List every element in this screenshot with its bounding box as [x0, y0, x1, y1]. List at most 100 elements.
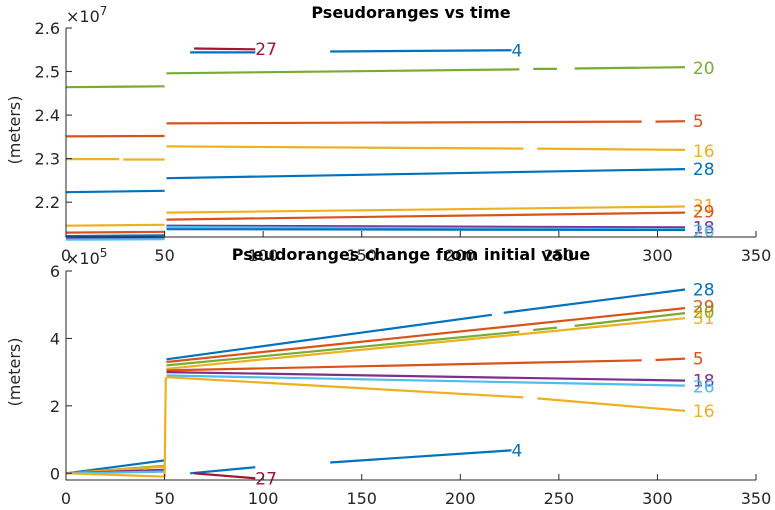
series-line-segment [65, 223, 165, 227]
axis-frame [65, 28, 756, 238]
series-4: 4 [190, 42, 522, 62]
y-exponent-label: ×105 [66, 246, 107, 268]
x-tick-label: 100 [248, 246, 279, 265]
x-tick-label: 350 [741, 489, 772, 508]
series-line-segment [65, 234, 165, 238]
series-5: 5 [65, 350, 704, 475]
series-label: 28 [693, 281, 715, 301]
series-line-segment [166, 374, 686, 387]
series-label: 29 [693, 297, 715, 317]
pseudoranges-change-plot: Pseudoranges change from initial value (… [5, 245, 771, 508]
series-20: 20 [65, 59, 715, 89]
x-tick-label: 200 [445, 246, 476, 265]
y-tick-label: 4 [50, 329, 60, 348]
series-4: 4 [190, 441, 522, 475]
y-tick-label: 2.6 [35, 19, 60, 38]
series-line-segment [166, 330, 520, 367]
series-line-segment [503, 288, 686, 314]
x-tick-label: 100 [248, 489, 279, 508]
series-18: 18 [65, 218, 715, 240]
series-unlabeled [65, 228, 686, 238]
series-label: 31 [693, 197, 715, 217]
series-line-segment [533, 326, 558, 332]
series-line-segment [65, 230, 165, 234]
x-tick-label: 250 [544, 489, 575, 508]
y-tick-label: 2 [50, 397, 60, 416]
series-27: 27 [194, 469, 277, 489]
pseudoranges-vs-time-plot: Pseudoranges vs time (meters) ×107 27 4 20… [5, 3, 771, 265]
series-line-segment [166, 145, 524, 150]
series-line-segment [194, 47, 256, 51]
series-line-segment [166, 205, 686, 214]
axes: 0 50 100 150 200 250 300 350 0 2 4 6 [50, 262, 771, 508]
y-tick-label: 6 [50, 262, 60, 281]
series-line-segment [190, 466, 256, 475]
series-label: 16 [693, 142, 715, 162]
series-line-segment [166, 211, 686, 221]
x-tick-label: 350 [741, 246, 772, 265]
series-label: 29 [693, 203, 715, 223]
series-line-segment [537, 397, 686, 412]
y-tick-label: 0 [50, 464, 60, 483]
series-31: 31 [65, 309, 715, 475]
series-5: 5 [65, 112, 704, 138]
x-tick-label: 150 [346, 489, 377, 508]
series-line-segment [330, 449, 512, 464]
series-line-segment [194, 472, 256, 480]
series-label: 20 [693, 59, 715, 79]
series-label: 16 [693, 402, 715, 422]
series-line-segment [166, 120, 642, 125]
x-tick-label: 50 [154, 489, 174, 508]
series-line-segment [65, 85, 165, 89]
y-tick-label: 2.2 [35, 193, 60, 212]
x-tick-label: 0 [61, 246, 71, 265]
series-label: 27 [255, 469, 277, 489]
series-label: 5 [693, 350, 704, 370]
series-label: 20 [693, 303, 715, 323]
series-line-segment [166, 371, 686, 382]
y-axis-label: (meters) [5, 96, 24, 165]
series-line-segment [166, 68, 520, 75]
y-tick-label: 2.4 [35, 106, 60, 125]
x-tick-label: 150 [346, 246, 377, 265]
series-label: 28 [693, 160, 715, 180]
series-28: 28 [65, 160, 715, 194]
series-label: 4 [512, 42, 523, 62]
chart-title: Pseudoranges change from initial value [232, 245, 591, 264]
series-line-segment [574, 66, 686, 70]
series-label: 26 [693, 377, 715, 397]
series-line-segment [166, 317, 686, 370]
series-line-segment [166, 224, 686, 229]
x-tick-label: 250 [544, 246, 575, 265]
x-tick-label: 50 [154, 246, 174, 265]
series-31: 31 [65, 197, 715, 227]
series-line-segment [166, 307, 686, 364]
series-line-segment [65, 472, 165, 478]
series-28: 28 [65, 281, 715, 475]
y-tick-label: 2.5 [35, 63, 60, 82]
series-label: 5 [693, 112, 704, 132]
series-line-segment [166, 376, 524, 399]
series-27: 27 [194, 40, 277, 60]
y-axis-label: (meters) [5, 338, 24, 407]
y-exponent-label: ×107 [66, 4, 107, 26]
series-29: 29 [65, 203, 715, 234]
x-tick-label: 0 [61, 489, 71, 508]
x-tick-label: 300 [642, 246, 673, 265]
series-line-segment [163, 377, 167, 477]
x-tick-label: 300 [642, 489, 673, 508]
series-line-segment [330, 49, 512, 53]
series-label: 26 [693, 222, 715, 242]
series-line-segment [166, 168, 686, 180]
series-line-segment [166, 359, 642, 372]
series-line-segment [655, 357, 686, 362]
series-line-segment [166, 313, 492, 361]
chart-title: Pseudoranges vs time [311, 3, 510, 22]
x-tick-label: 200 [445, 489, 476, 508]
series-16: 16 [66, 142, 715, 162]
series-line-segment [65, 189, 165, 194]
series-16: 16 [65, 376, 715, 478]
series-label: 18 [693, 218, 715, 238]
